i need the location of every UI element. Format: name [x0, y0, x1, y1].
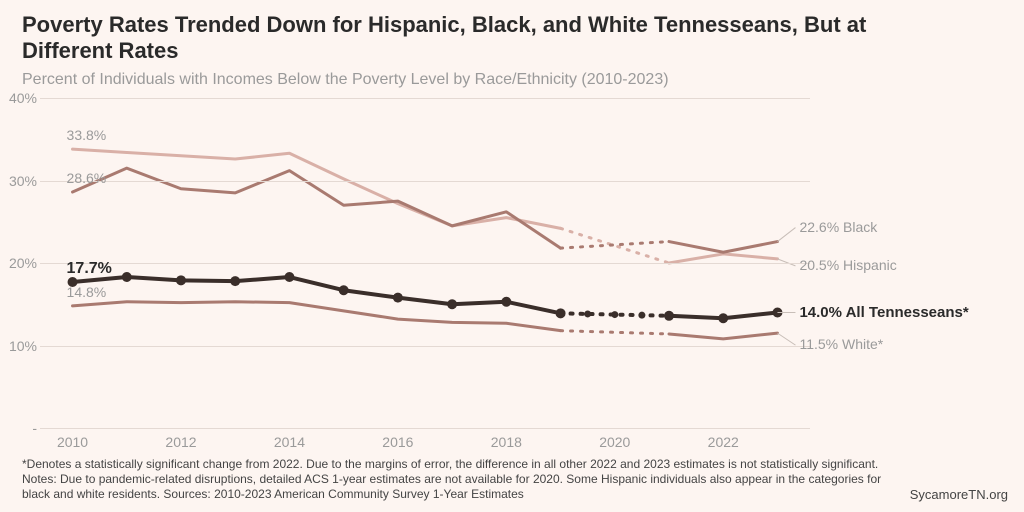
series-line-white — [73, 302, 561, 331]
series-marker — [664, 311, 674, 321]
series-marker-gap — [611, 311, 618, 318]
chart-footnote: *Denotes a statistically significant cha… — [22, 457, 892, 502]
series-marker — [230, 276, 240, 286]
x-axis-tick: 2010 — [57, 434, 88, 450]
series-start-label: 14.8% — [67, 284, 107, 300]
series-end-label: 11.5% White* — [799, 336, 883, 352]
series-marker — [176, 275, 186, 285]
y-axis-tick: 40% — [7, 90, 37, 106]
y-axis-tick: 30% — [7, 173, 37, 189]
y-axis-tick: - — [7, 420, 37, 436]
series-marker — [284, 272, 294, 282]
series-line-black — [669, 242, 777, 253]
series-marker — [718, 313, 728, 323]
series-start-label: 28.6% — [67, 170, 107, 186]
gridline — [40, 181, 810, 182]
series-line-white — [669, 333, 777, 339]
x-axis-tick: 2020 — [599, 434, 630, 450]
series-end-label: 20.5% Hispanic — [799, 257, 896, 273]
gridline — [40, 346, 810, 347]
y-axis-tick: 20% — [7, 255, 37, 271]
gridline — [40, 428, 810, 429]
chart-subtitle: Percent of Individuals with Incomes Belo… — [22, 70, 669, 89]
chart-title: Poverty Rates Trended Down for Hispanic,… — [22, 12, 922, 64]
series-marker — [122, 272, 132, 282]
series-end-label: 22.6% Black — [799, 219, 877, 235]
leader-line — [777, 333, 795, 345]
x-axis-tick: 2016 — [382, 434, 413, 450]
x-axis-tick: 2012 — [165, 434, 196, 450]
series-marker — [556, 308, 566, 318]
series-end-label: 14.0% All Tennesseans* — [799, 304, 968, 321]
series-start-label: 33.8% — [67, 127, 107, 143]
series-marker — [501, 297, 511, 307]
series-marker — [447, 299, 457, 309]
chart-plot-area: -10%20%30%40%201020122014201620182020202… — [40, 98, 810, 428]
x-axis-tick: 2014 — [274, 434, 305, 450]
gridline — [40, 263, 810, 264]
series-marker — [339, 285, 349, 295]
x-axis-tick: 2022 — [708, 434, 739, 450]
series-start-label: 17.7% — [67, 260, 112, 278]
series-marker-gap — [584, 310, 591, 317]
y-axis-tick: 10% — [7, 338, 37, 354]
series-marker — [393, 293, 403, 303]
x-axis-tick: 2018 — [491, 434, 522, 450]
leader-line — [777, 228, 795, 242]
series-marker-gap — [638, 312, 645, 319]
gridline — [40, 98, 810, 99]
series-gap-white — [561, 331, 669, 334]
series-gap-hispanic — [561, 228, 669, 263]
source-attribution: SycamoreTN.org — [910, 487, 1008, 502]
series-line-hispanic — [669, 254, 777, 263]
series-gap-black — [561, 242, 669, 249]
